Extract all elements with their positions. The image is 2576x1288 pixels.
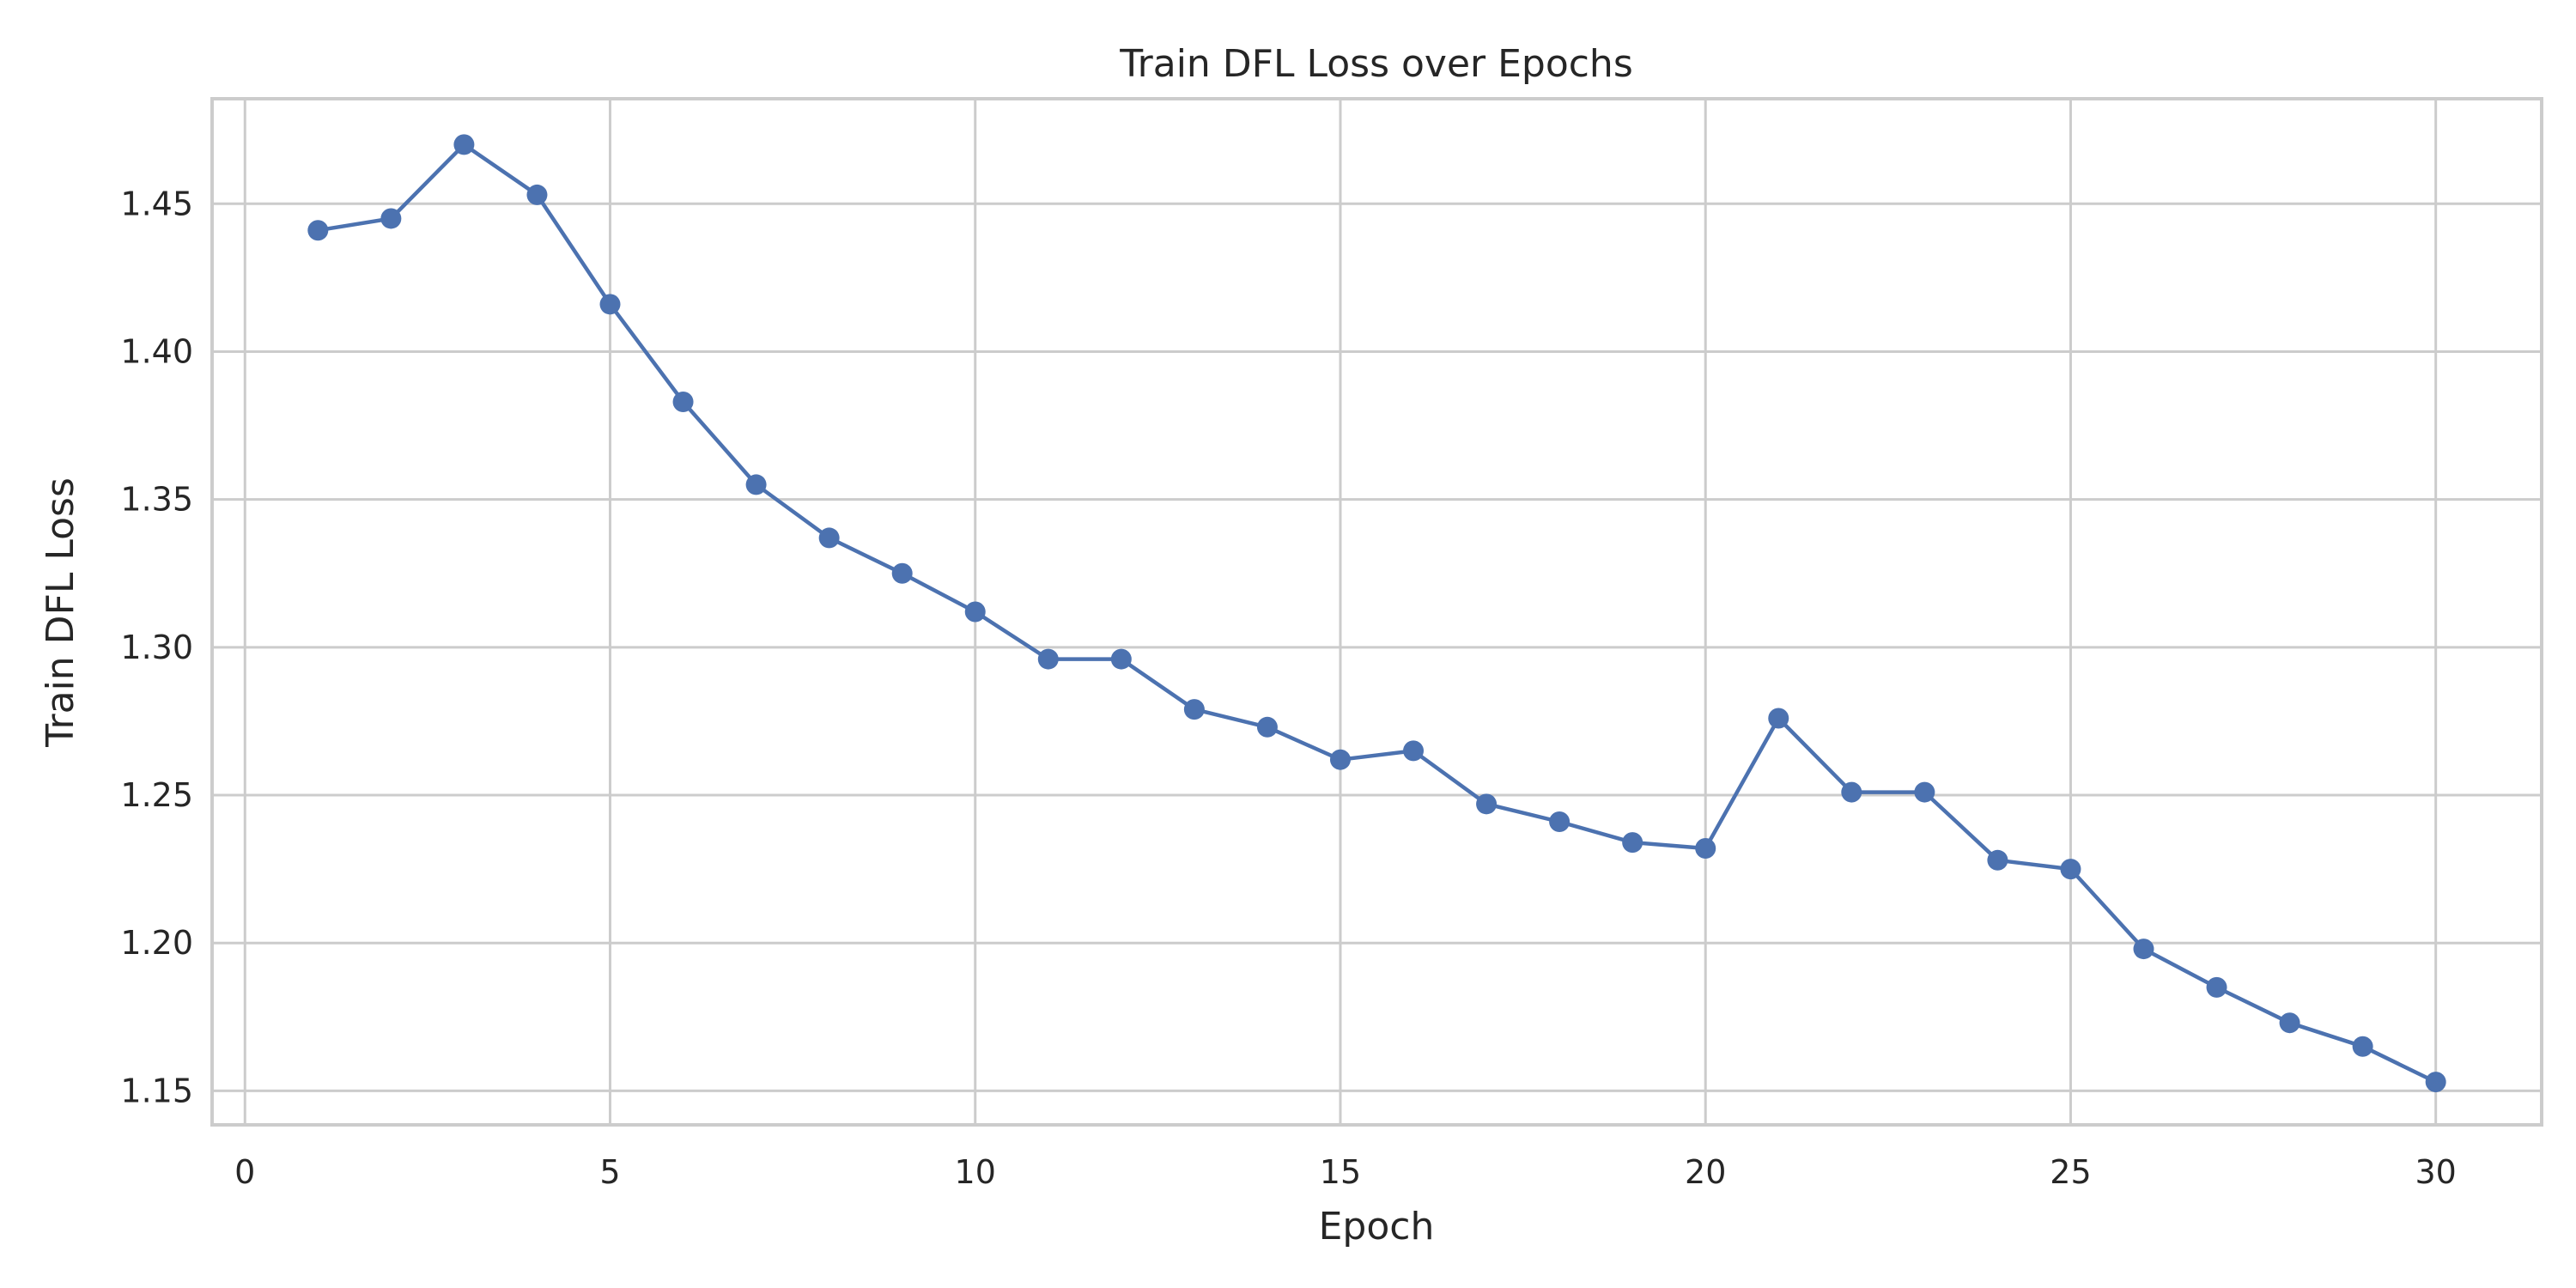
- y-tick-label: 1.30: [120, 629, 193, 666]
- y-tick-label: 1.20: [120, 924, 193, 962]
- data-point: [891, 562, 913, 584]
- series-layer: [307, 134, 2446, 1093]
- data-point: [1256, 716, 1278, 738]
- y-tick-label: 1.40: [120, 332, 193, 370]
- y-axis-ticks: 1.15 1.20 1.25 1.30 1.35 1.40 1.45: [120, 185, 193, 1109]
- data-point: [1695, 838, 1716, 860]
- chart-title: Train DFL Loss over Epochs: [1119, 42, 1633, 86]
- grid-layer: [212, 99, 2542, 1125]
- data-point: [1841, 781, 1862, 803]
- data-point: [2206, 976, 2227, 998]
- data-point: [526, 184, 548, 205]
- y-tick-label: 1.45: [120, 185, 193, 222]
- data-point: [818, 527, 840, 549]
- data-point: [1987, 849, 2008, 871]
- data-point: [1403, 740, 1425, 762]
- y-axis-label: Train DFL Loss: [39, 477, 82, 748]
- data-point: [2425, 1072, 2446, 1093]
- data-point: [307, 220, 329, 241]
- data-point: [2279, 1012, 2300, 1034]
- y-tick-label: 1.35: [120, 481, 193, 519]
- series-line: [317, 143, 2437, 1084]
- data-point: [380, 208, 402, 229]
- x-tick-label: 30: [2415, 1153, 2457, 1191]
- data-point: [745, 474, 767, 495]
- data-point: [1768, 708, 1789, 729]
- data-point: [2133, 939, 2154, 960]
- data-point: [1110, 648, 1132, 670]
- x-axis-label: Epoch: [1319, 1205, 1435, 1249]
- data-point: [1476, 793, 1498, 815]
- data-point: [453, 134, 475, 155]
- y-tick-label: 1.15: [120, 1072, 193, 1109]
- x-tick-label: 5: [599, 1153, 620, 1191]
- data-point: [964, 601, 986, 623]
- y-tick-label: 1.25: [120, 776, 193, 814]
- data-point: [1914, 781, 1935, 803]
- x-tick-label: 25: [2050, 1153, 2091, 1191]
- x-tick-label: 10: [955, 1153, 996, 1191]
- plot-frame: [210, 97, 2543, 1127]
- data-point: [1329, 749, 1351, 770]
- data-point: [2060, 859, 2081, 880]
- data-point: [1037, 648, 1059, 670]
- data-point: [672, 391, 694, 412]
- x-tick-label: 20: [1685, 1153, 1726, 1191]
- x-tick-label: 0: [234, 1153, 255, 1191]
- data-point: [2352, 1036, 2373, 1057]
- data-point: [1549, 811, 1571, 833]
- x-axis-ticks: 0 5 10 15 20 25 30: [234, 1153, 2457, 1191]
- x-tick-label: 15: [1320, 1153, 1361, 1191]
- data-point: [1183, 699, 1205, 720]
- data-point: [1622, 832, 1643, 854]
- data-point: [599, 294, 621, 315]
